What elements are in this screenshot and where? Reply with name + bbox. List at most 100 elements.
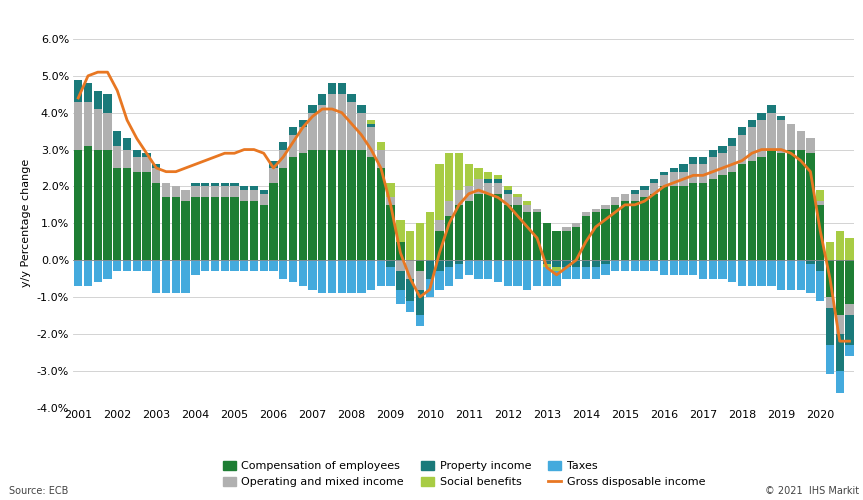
Bar: [504, 260, 512, 286]
Bar: [543, 264, 551, 268]
Bar: [513, 194, 522, 198]
Bar: [123, 260, 131, 271]
Bar: [455, 260, 463, 264]
Y-axis label: y/y Percentage change: y/y Percentage change: [22, 159, 31, 288]
Bar: [787, 260, 795, 290]
Bar: [357, 112, 366, 150]
Bar: [192, 198, 199, 260]
Bar: [308, 112, 317, 150]
Bar: [192, 260, 199, 275]
Bar: [201, 198, 210, 260]
Bar: [387, 205, 394, 260]
Bar: [367, 157, 375, 260]
Bar: [747, 128, 756, 160]
Bar: [660, 186, 668, 260]
Bar: [464, 201, 473, 260]
Bar: [201, 182, 210, 186]
Bar: [269, 182, 278, 260]
Bar: [249, 190, 258, 201]
Bar: [435, 164, 444, 220]
Bar: [377, 168, 385, 260]
Bar: [445, 216, 453, 260]
Bar: [572, 223, 580, 227]
Bar: [289, 157, 297, 260]
Bar: [249, 186, 258, 190]
Bar: [738, 135, 746, 164]
Bar: [348, 150, 356, 260]
Bar: [660, 176, 668, 186]
Bar: [728, 138, 736, 146]
Bar: [758, 112, 765, 120]
Bar: [201, 260, 210, 271]
Bar: [455, 264, 463, 278]
Bar: [260, 260, 268, 271]
Bar: [328, 150, 337, 260]
Bar: [806, 260, 815, 264]
Bar: [660, 172, 668, 175]
Bar: [240, 190, 249, 201]
Bar: [728, 260, 736, 282]
Bar: [367, 260, 375, 290]
Bar: [435, 220, 444, 230]
Bar: [523, 260, 532, 290]
Bar: [826, 260, 835, 297]
Bar: [543, 260, 551, 264]
Bar: [104, 260, 111, 278]
Bar: [747, 160, 756, 260]
Bar: [455, 205, 463, 260]
Bar: [279, 168, 287, 260]
Bar: [396, 260, 405, 271]
Bar: [348, 260, 356, 294]
Bar: [484, 182, 493, 194]
Bar: [230, 182, 238, 186]
Bar: [93, 109, 102, 150]
Bar: [142, 260, 151, 271]
Bar: [640, 190, 649, 198]
Bar: [826, 308, 835, 345]
Bar: [650, 182, 658, 194]
Bar: [650, 179, 658, 182]
Bar: [835, 316, 844, 334]
Bar: [299, 120, 307, 128]
Bar: [104, 150, 111, 260]
Bar: [172, 186, 180, 198]
Bar: [758, 260, 765, 286]
Bar: [221, 186, 229, 198]
Bar: [835, 370, 844, 393]
Bar: [123, 150, 131, 168]
Bar: [240, 201, 249, 260]
Bar: [523, 212, 532, 260]
Bar: [650, 194, 658, 260]
Bar: [591, 260, 600, 268]
Bar: [523, 205, 532, 212]
Bar: [679, 172, 688, 186]
Bar: [377, 260, 385, 286]
Bar: [611, 260, 620, 271]
Bar: [201, 186, 210, 198]
Bar: [240, 186, 249, 190]
Bar: [396, 220, 405, 242]
Bar: [640, 198, 649, 260]
Bar: [367, 124, 375, 128]
Bar: [572, 268, 580, 278]
Bar: [552, 260, 561, 268]
Bar: [582, 268, 590, 278]
Bar: [620, 201, 629, 260]
Bar: [162, 260, 170, 294]
Bar: [767, 150, 776, 260]
Bar: [728, 146, 736, 172]
Bar: [337, 150, 346, 260]
Bar: [435, 271, 444, 289]
Bar: [133, 260, 141, 271]
Bar: [504, 205, 512, 260]
Bar: [806, 264, 815, 294]
Bar: [690, 157, 697, 164]
Bar: [767, 106, 776, 112]
Bar: [221, 198, 229, 260]
Bar: [152, 182, 161, 260]
Bar: [84, 260, 92, 286]
Bar: [797, 131, 805, 150]
Bar: [523, 201, 532, 205]
Bar: [513, 205, 522, 260]
Bar: [816, 201, 824, 205]
